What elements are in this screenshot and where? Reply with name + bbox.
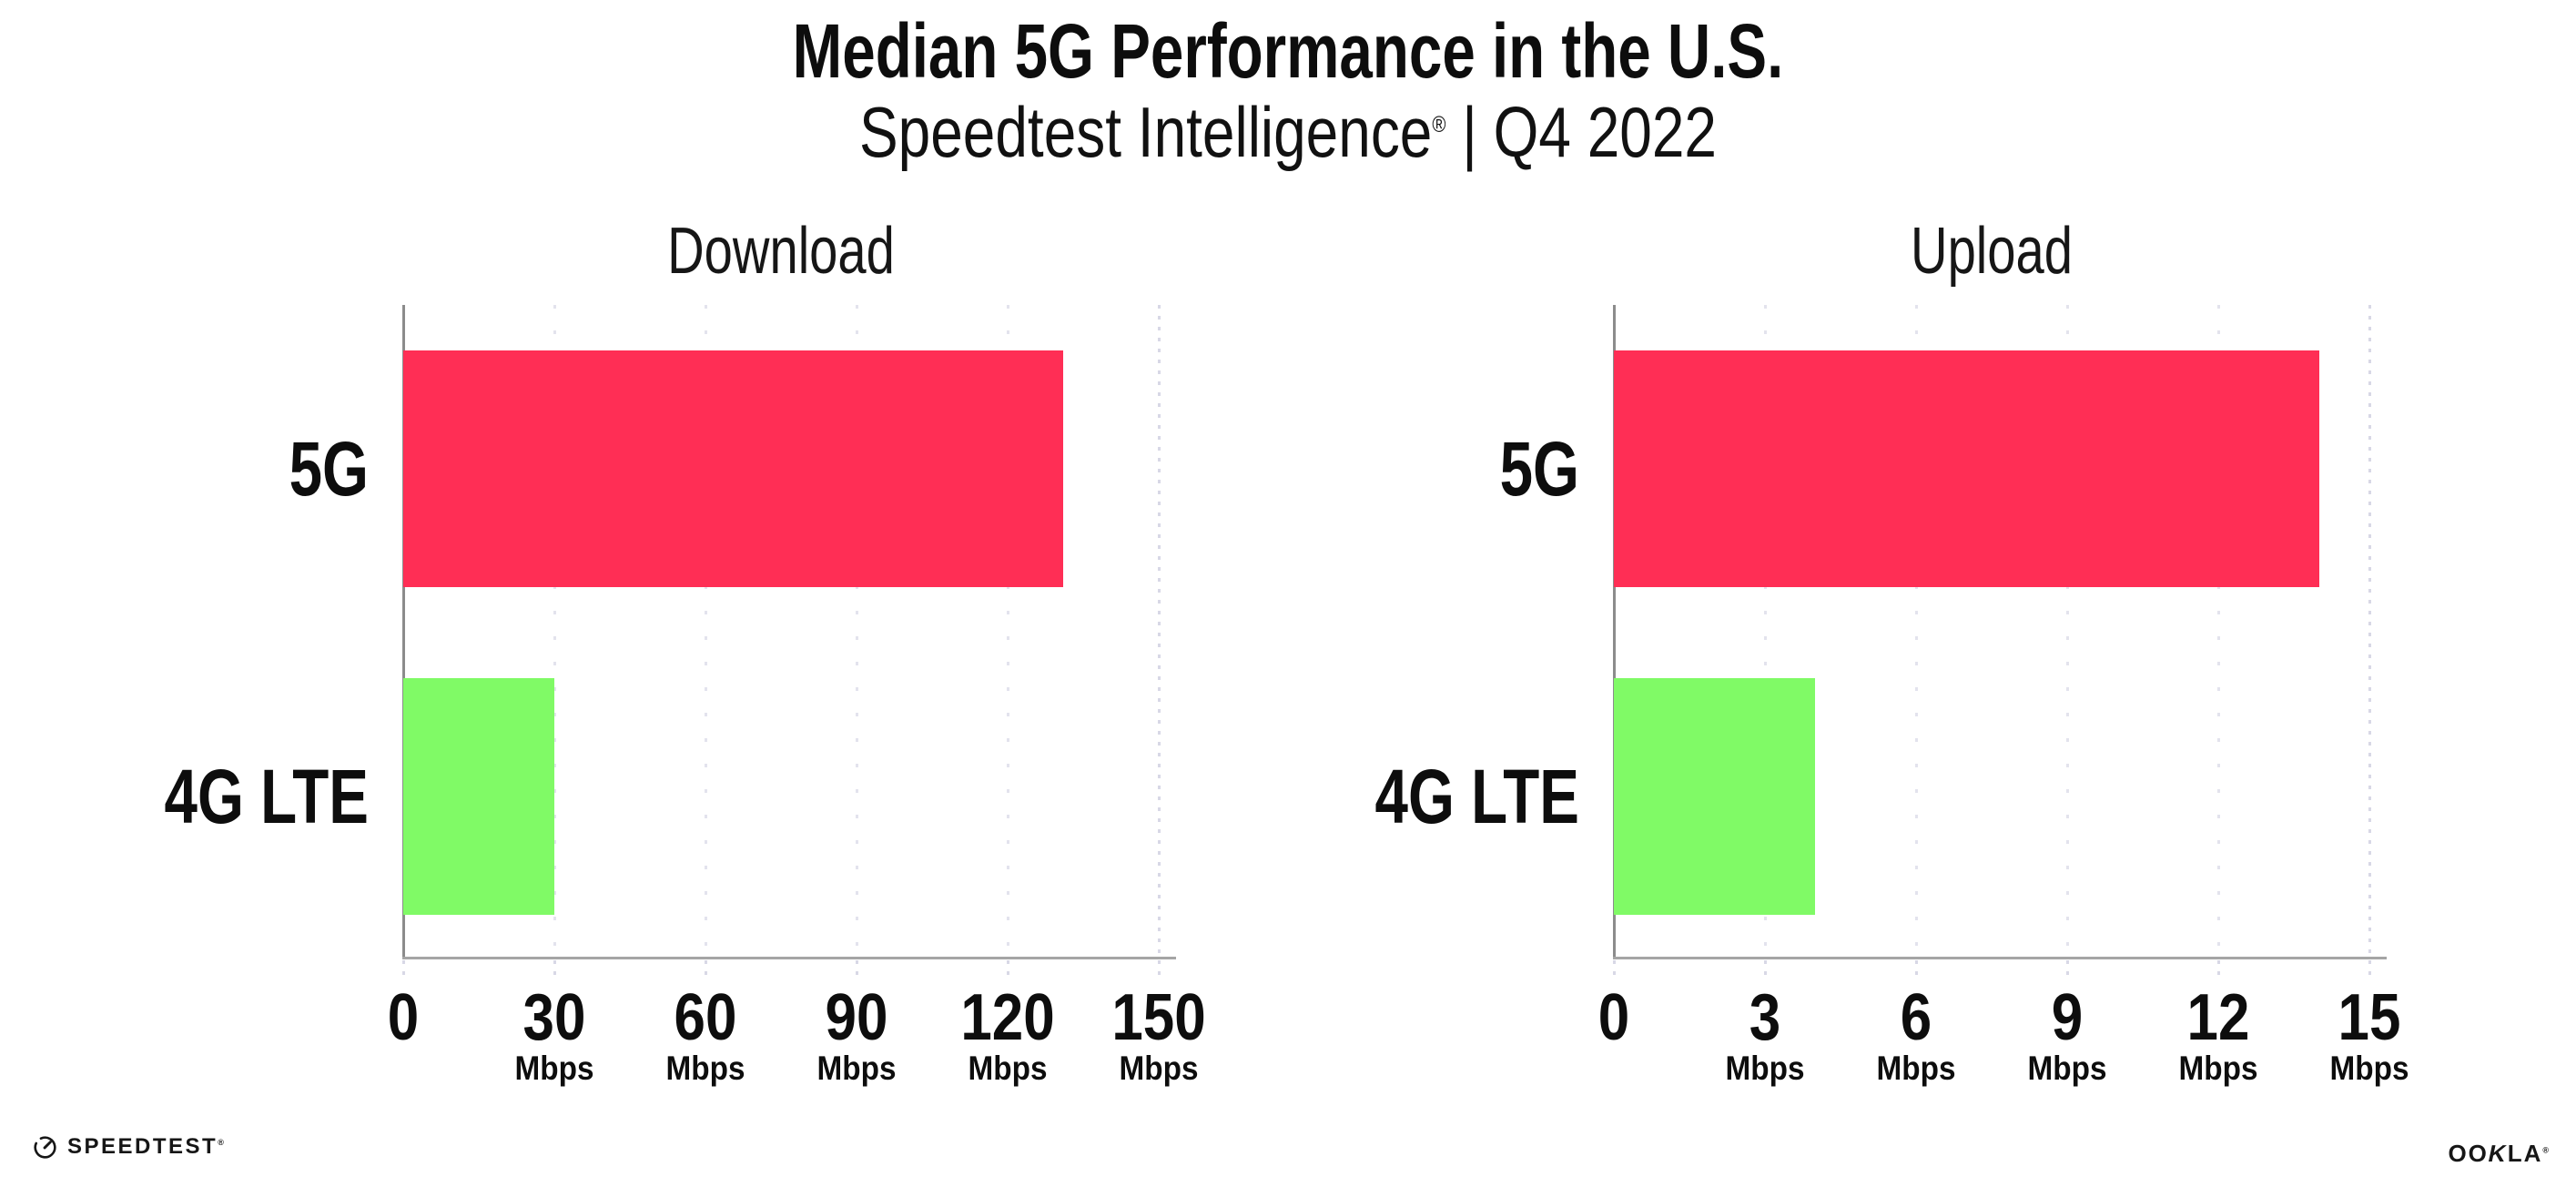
tickmark-download-30 xyxy=(553,960,556,982)
ookla-wordmark: OOKLA® xyxy=(2448,1140,2549,1167)
tick-label-download-60: 60 xyxy=(674,981,737,1054)
speedtest-wordmark: SPEEDTEST® xyxy=(67,1134,224,1159)
tick-unit-upload-12: Mbps xyxy=(2178,1050,2258,1087)
y-axis-download xyxy=(401,305,405,958)
tickmark-upload-6 xyxy=(1914,960,1918,982)
page-title: Median 5G Performance in the U.S. xyxy=(792,8,1784,94)
category-label-upload-5g: 5G xyxy=(1499,426,1579,512)
tick-label-upload-12: 12 xyxy=(2186,981,2250,1054)
subtitle-brand: Speedtest Intelligence xyxy=(858,92,1433,172)
tick-unit-download-150: Mbps xyxy=(1119,1050,1199,1087)
gridline-download-120 xyxy=(1006,305,1009,958)
chart-title-upload: Upload xyxy=(1911,215,2073,288)
gridline-upload-9 xyxy=(2065,305,2069,958)
subtitle-quarter: | Q4 2022 xyxy=(1445,92,1718,172)
registered-mark-icon: ® xyxy=(218,1138,224,1147)
tickmark-download-0 xyxy=(401,960,405,982)
gridline-download-150 xyxy=(1157,305,1161,958)
x-axis-download xyxy=(401,956,1176,959)
tickmark-download-150 xyxy=(1157,960,1161,982)
bar-download-4g-lte xyxy=(403,678,554,915)
tick-label-upload-6: 6 xyxy=(1900,981,1932,1054)
tickmark-upload-12 xyxy=(2216,960,2220,982)
tickmark-download-120 xyxy=(1006,960,1009,982)
speedtest-gauge-icon xyxy=(34,1135,56,1159)
speedtest-logo: SPEEDTEST® xyxy=(33,1134,224,1160)
tick-label-upload-3: 3 xyxy=(1749,981,1781,1054)
bar-upload-5g xyxy=(1614,350,2319,587)
page-subtitle: Speedtest Intelligence® | Q4 2022 xyxy=(232,96,2345,167)
tick-unit-upload-15: Mbps xyxy=(2329,1050,2409,1087)
y-axis-upload xyxy=(1612,305,1616,958)
category-label-download-5g: 5G xyxy=(289,426,369,512)
tickmark-upload-9 xyxy=(2065,960,2069,982)
tick-unit-download-120: Mbps xyxy=(968,1050,1048,1087)
tick-unit-upload-6: Mbps xyxy=(1876,1050,1956,1087)
tick-label-download-0: 0 xyxy=(387,981,420,1054)
tick-label-download-30: 30 xyxy=(522,981,586,1054)
tick-unit-download-60: Mbps xyxy=(665,1050,745,1087)
tickmark-download-60 xyxy=(704,960,707,982)
tick-label-upload-9: 9 xyxy=(2051,981,2084,1054)
registered-mark-icon: ® xyxy=(2542,1145,2549,1155)
tick-unit-download-90: Mbps xyxy=(816,1050,897,1087)
gridline-upload-12 xyxy=(2216,305,2220,958)
tickmark-upload-3 xyxy=(1763,960,1767,982)
tick-unit-download-30: Mbps xyxy=(514,1050,594,1087)
gridline-upload-15 xyxy=(2368,305,2371,958)
gridline-upload-3 xyxy=(1763,305,1767,958)
tickmark-upload-0 xyxy=(1612,960,1616,982)
tick-unit-upload-3: Mbps xyxy=(1725,1050,1805,1087)
category-label-upload-4g-lte: 4G LTE xyxy=(1374,754,1579,839)
tick-label-upload-15: 15 xyxy=(2338,981,2401,1054)
gridline-download-90 xyxy=(855,305,858,958)
category-label-download-4g-lte: 4G LTE xyxy=(164,754,369,839)
gridline-upload-6 xyxy=(1914,305,1918,958)
chart-title-download: Download xyxy=(667,215,895,288)
tick-label-download-120: 120 xyxy=(960,981,1055,1054)
registered-mark-icon: ® xyxy=(1432,112,1446,137)
tick-label-download-90: 90 xyxy=(825,981,888,1054)
tick-label-download-150: 150 xyxy=(1111,981,1206,1054)
tick-label-upload-0: 0 xyxy=(1597,981,1630,1054)
bar-upload-4g-lte xyxy=(1614,678,1816,915)
tickmark-upload-15 xyxy=(2368,960,2371,982)
bar-download-5g xyxy=(403,350,1063,587)
tick-unit-upload-9: Mbps xyxy=(2027,1050,2107,1087)
gridline-download-30 xyxy=(553,305,556,958)
gridline-download-60 xyxy=(704,305,707,958)
x-axis-upload xyxy=(1612,956,2387,959)
tickmark-download-90 xyxy=(855,960,858,982)
